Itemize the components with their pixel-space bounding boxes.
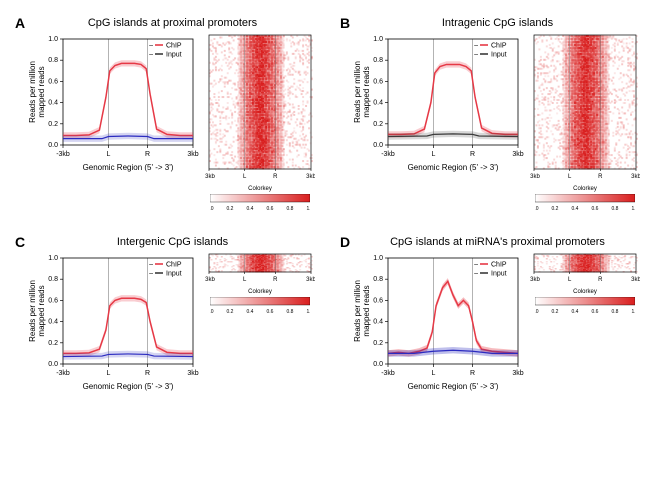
svg-text:0.2: 0.2 xyxy=(227,206,234,212)
svg-text:0.4: 0.4 xyxy=(48,100,58,107)
svg-text:0.2: 0.2 xyxy=(373,121,383,128)
svg-text:R: R xyxy=(273,174,278,180)
side-column: -3kbLR3kb Colorkey 0.00.20.40.60.81.0 xyxy=(530,252,640,317)
panel-body: 0.00.20.40.60.81.0-3kbLR3kbReads per mil… xyxy=(340,252,655,392)
svg-text:R: R xyxy=(145,151,150,158)
panel-title: Intergenic CpG islands xyxy=(15,236,330,248)
svg-text:Reads per millionmapped reads: Reads per millionmapped reads xyxy=(29,61,46,123)
profile-plot: 0.00.20.40.60.81.0-3kbLR3kbReads per mil… xyxy=(354,252,524,392)
svg-text:0.0: 0.0 xyxy=(210,206,214,212)
side-column: -3kb L R 3kb Colorkey 0.0 0.2 0.4 0.6 0.8 1.0 xyxy=(205,33,315,214)
colorkey-label: Colorkey xyxy=(573,289,597,295)
svg-text:3kb: 3kb xyxy=(187,151,198,158)
panel-body: 0.0 0.2 0.4 0.6 0.8 1.0 -3kb L R 3kb Reads per mil… xyxy=(15,33,330,214)
svg-text:0.6: 0.6 xyxy=(48,78,58,85)
svg-text:1.0: 1.0 xyxy=(373,36,383,43)
panel-body: 0.00.20.40.60.81.0-3kbLR3kbReads per mil… xyxy=(340,33,655,214)
svg-text:-3kb: -3kb xyxy=(381,151,395,158)
panel-letter: D xyxy=(340,234,350,250)
svg-text:Genomic Region (5' -> 3'): Genomic Region (5' -> 3') xyxy=(408,163,499,172)
panel-title: Intragenic CpG islands xyxy=(340,17,655,29)
colorkey-bar: 0.00.20.40.60.81.0 xyxy=(535,194,635,214)
colorkey-label: Colorkey xyxy=(248,186,272,192)
svg-text:0.6: 0.6 xyxy=(373,78,383,85)
colorkey-label: Colorkey xyxy=(573,186,597,192)
svg-text:3kb: 3kb xyxy=(306,174,315,180)
svg-text:0.2: 0.2 xyxy=(48,121,58,128)
svg-text:0.6: 0.6 xyxy=(267,206,274,212)
svg-text:3kb: 3kb xyxy=(512,151,523,158)
svg-text:0.0: 0.0 xyxy=(48,142,58,149)
profile-plot: 0.0 0.2 0.4 0.6 0.8 1.0 -3kb L R 3kb Reads per mil… xyxy=(29,33,199,173)
svg-text:0.0: 0.0 xyxy=(373,142,383,149)
figure-grid: ACpG islands at proximal promoters 0.0 0.2… xyxy=(15,15,655,392)
side-column: -3kbLR3kb Colorkey 0.00.20.40.60.81.0 xyxy=(205,252,315,317)
panel-letter: B xyxy=(340,15,350,31)
profile-plot: 0.00.20.40.60.81.0-3kbLR3kbReads per mil… xyxy=(29,252,199,392)
panel-title: CpG islands at miRNA's proximal promoter… xyxy=(340,236,655,248)
heatmap: -3kbLR3kb xyxy=(530,33,640,183)
colorkey-label: Colorkey xyxy=(248,289,272,295)
svg-text:–: – xyxy=(149,52,153,59)
panel-c: CIntergenic CpG islands 0.00.20.40.60.81.… xyxy=(15,234,330,392)
svg-text:0.8: 0.8 xyxy=(48,57,58,64)
panel-body: 0.00.20.40.60.81.0-3kbLR3kbReads per mil… xyxy=(15,252,330,392)
colorkey-bar: 0.00.20.40.60.81.0 xyxy=(210,297,310,317)
svg-text:1.0: 1.0 xyxy=(48,36,58,43)
profile-plot: 0.0 0.2 0.4 0.6 0.8 1.0 -3kb L R 3kb Reads per mil… xyxy=(354,33,524,173)
svg-text:L: L xyxy=(243,174,247,180)
svg-text:–: – xyxy=(474,52,478,59)
panel-d: DCpG islands at miRNA's proximal promote… xyxy=(340,234,655,392)
panel-letter: C xyxy=(15,234,25,250)
svg-text:0.8: 0.8 xyxy=(287,206,294,212)
heatmap: -3kbLR3kb xyxy=(530,252,640,286)
heatmap: -3kbLR3kb xyxy=(205,252,315,286)
colorkey-bar: 0.0 0.2 0.4 0.6 0.8 1.0 xyxy=(210,194,310,214)
svg-text:Input: Input xyxy=(166,52,182,59)
panel-letter: A xyxy=(15,15,25,31)
svg-text:Genomic Region (5' -> 3'): Genomic Region (5' -> 3') xyxy=(83,163,174,172)
svg-text:0.4: 0.4 xyxy=(247,206,254,212)
svg-text:0.8: 0.8 xyxy=(373,57,383,64)
svg-text:0.4: 0.4 xyxy=(373,100,383,107)
svg-text:ChIP: ChIP xyxy=(166,43,182,50)
svg-text:-3kb: -3kb xyxy=(205,174,215,180)
svg-text:ChIP: ChIP xyxy=(491,43,507,50)
svg-text:R: R xyxy=(470,151,475,158)
panel-title: CpG islands at proximal promoters xyxy=(15,17,330,29)
svg-text:Input: Input xyxy=(491,52,507,59)
panel-b: BIntragenic CpG islands0.00.20.40.60.81.… xyxy=(340,15,655,214)
svg-text:–: – xyxy=(474,43,478,50)
heatmap: -3kb L R 3kb xyxy=(205,33,315,183)
svg-text:L: L xyxy=(107,151,111,158)
svg-text:-3kb: -3kb xyxy=(56,151,70,158)
svg-text:1.0: 1.0 xyxy=(307,206,310,212)
svg-text:Reads per millionmapped reads: Reads per millionmapped reads xyxy=(354,61,371,123)
colorkey-bar: 0.00.20.40.60.81.0 xyxy=(535,297,635,317)
svg-text:L: L xyxy=(432,151,436,158)
side-column: -3kbLR3kb Colorkey 0.00.20.40.60.81.0 xyxy=(530,33,640,214)
svg-text:–: – xyxy=(149,43,153,50)
panel-a: ACpG islands at proximal promoters 0.0 0.2… xyxy=(15,15,330,214)
